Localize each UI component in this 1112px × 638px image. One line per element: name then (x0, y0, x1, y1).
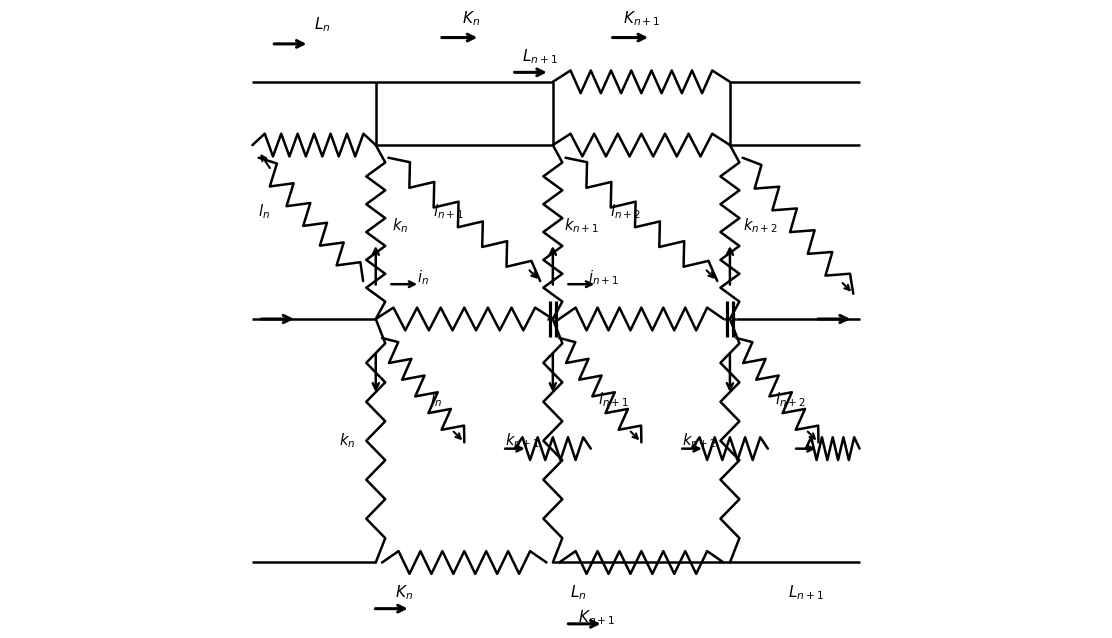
Text: $L_n$: $L_n$ (569, 583, 586, 602)
Text: $L_n$: $L_n$ (314, 15, 330, 34)
Text: $K_n$: $K_n$ (395, 583, 414, 602)
Text: $k_{n+2}$: $k_{n+2}$ (743, 216, 777, 235)
Text: $l_{n+1}$: $l_{n+1}$ (434, 202, 464, 221)
Text: $i_n$: $i_n$ (417, 269, 429, 287)
Text: $L_{n+1}$: $L_{n+1}$ (523, 47, 558, 66)
Text: $k_{n+1}$: $k_{n+1}$ (505, 431, 540, 450)
Text: $K_n$: $K_n$ (461, 9, 479, 28)
Text: $k_{n+2}$: $k_{n+2}$ (682, 431, 717, 450)
Text: $l_{n+2}$: $l_{n+2}$ (775, 390, 805, 409)
Text: $l_n$: $l_n$ (258, 202, 270, 221)
Text: $K_{n+1}$: $K_{n+1}$ (623, 9, 661, 28)
Text: $l_{n+2}$: $l_{n+2}$ (610, 202, 641, 221)
Text: $K_{n+1}$: $K_{n+1}$ (578, 608, 616, 627)
Text: $i_{n+1}$: $i_{n+1}$ (588, 269, 618, 287)
Text: $k_n$: $k_n$ (339, 431, 356, 450)
Text: $k_{n+1}$: $k_{n+1}$ (564, 216, 598, 235)
Text: $L_{n+1}$: $L_{n+1}$ (787, 583, 824, 602)
Text: $l_n$: $l_n$ (430, 390, 441, 409)
Text: $k_n$: $k_n$ (391, 216, 408, 235)
Text: $l_{n+1}$: $l_{n+1}$ (597, 390, 628, 409)
